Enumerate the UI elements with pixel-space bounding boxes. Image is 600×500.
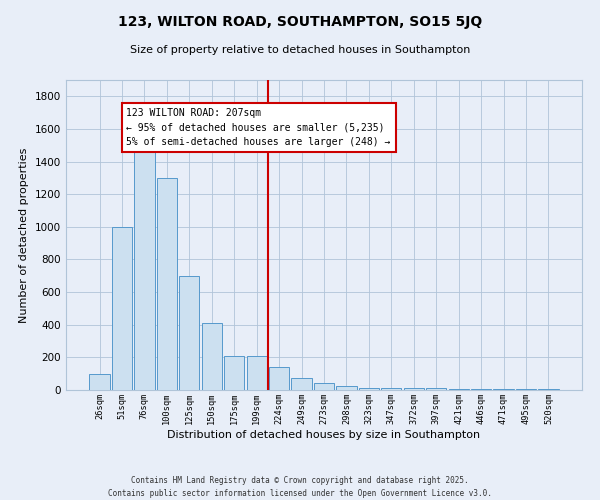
Bar — [89, 374, 110, 390]
Text: Size of property relative to detached houses in Southampton: Size of property relative to detached ho… — [130, 45, 470, 55]
Bar — [112, 227, 132, 390]
Bar — [449, 389, 469, 390]
Bar — [269, 367, 289, 390]
Bar — [292, 378, 311, 390]
Bar — [157, 178, 177, 390]
Bar — [224, 356, 244, 390]
Bar — [337, 386, 356, 390]
Bar — [314, 384, 334, 390]
Bar — [179, 276, 199, 390]
Bar — [381, 388, 401, 390]
X-axis label: Distribution of detached houses by size in Southampton: Distribution of detached houses by size … — [167, 430, 481, 440]
Bar — [404, 388, 424, 390]
Text: Contains HM Land Registry data © Crown copyright and database right 2025.
Contai: Contains HM Land Registry data © Crown c… — [108, 476, 492, 498]
Bar — [247, 356, 267, 390]
Bar — [493, 389, 514, 390]
Bar — [359, 388, 379, 390]
Bar — [538, 389, 559, 390]
Bar — [134, 146, 155, 390]
Bar — [471, 389, 491, 390]
Bar — [202, 323, 222, 390]
Bar — [426, 388, 446, 390]
Text: 123 WILTON ROAD: 207sqm
← 95% of detached houses are smaller (5,235)
5% of semi-: 123 WILTON ROAD: 207sqm ← 95% of detache… — [127, 108, 391, 148]
Text: 123, WILTON ROAD, SOUTHAMPTON, SO15 5JQ: 123, WILTON ROAD, SOUTHAMPTON, SO15 5JQ — [118, 15, 482, 29]
Bar — [516, 389, 536, 390]
Y-axis label: Number of detached properties: Number of detached properties — [19, 148, 29, 322]
